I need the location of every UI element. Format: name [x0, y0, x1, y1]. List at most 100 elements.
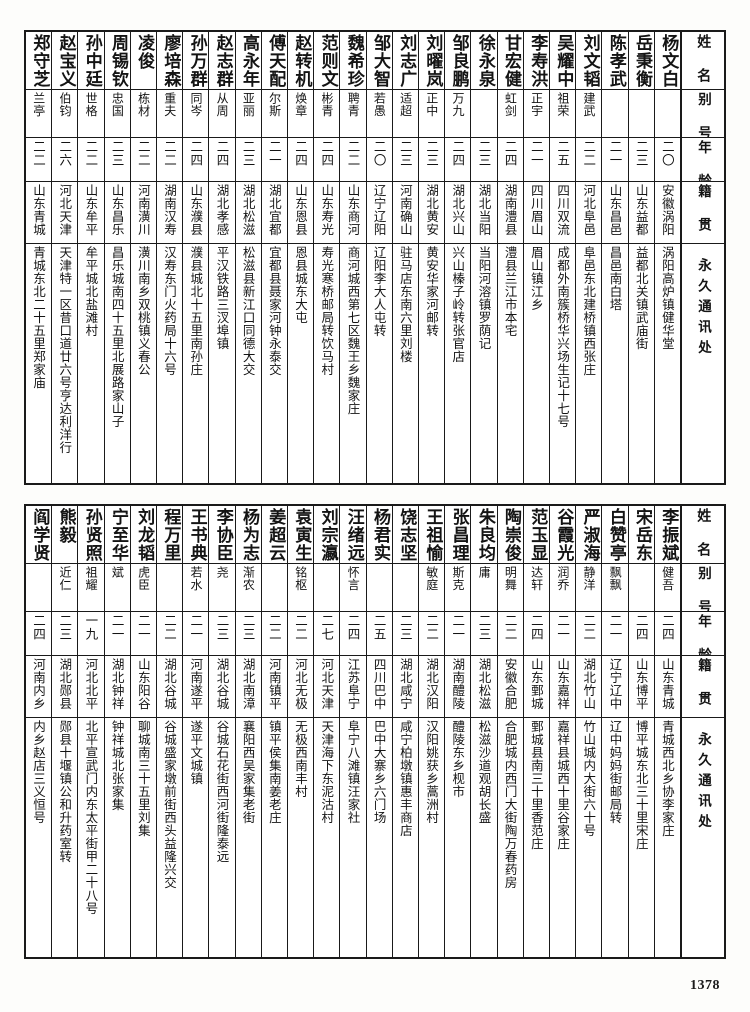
entry-alias: 正宇 [523, 90, 549, 138]
entry-alias-text: 世格 [84, 92, 99, 117]
roster-entry: 张昌理 斯克 二一 湖南醴陵 醴陵东乡枧市 [444, 506, 471, 957]
entry-alias [366, 564, 392, 612]
header-alias: 别 号 [682, 564, 724, 612]
entry-name-text: 孙贤照 [81, 508, 102, 562]
entry-address-text: 辽中妈妈街邮局转 [607, 720, 623, 824]
entry-address: 谷城盛家墩前街西头益隆兴交 [157, 718, 182, 957]
entry-alias-text: 祖荣 [555, 92, 570, 117]
roster-entry: 魏希珍 聘青 二二 山东商河 商河城西第七区魏王乡魏家庄 [339, 32, 366, 483]
entry-address: 钟祥城北张家集 [105, 718, 130, 957]
header-origin-text: 籍 贯 [695, 658, 712, 707]
entry-address: 宜都县聂家河钟永泰交 [262, 244, 287, 483]
entry-name-text: 赵志群 [212, 34, 233, 88]
entry-address: 青城东北二十五里郑家庙 [26, 244, 51, 483]
header-address: 永久通讯处 [682, 718, 724, 957]
roster-table-1: 姓 名别 号年 龄籍 贯永久通讯处 杨文白 二〇 安徽涡阳 涡阳高炉镇健华堂 岳秉衡 二三山… [24, 30, 726, 485]
entry-age: 二二 [25, 138, 52, 182]
entry-age-text: 二四 [345, 614, 361, 641]
entry-alias: 万九 [445, 90, 471, 138]
entry-origin: 四川双流 [549, 182, 576, 244]
roster-entry: 刘志广 适超 二三 河南确山 驻马店东南六里刘楼 [391, 32, 418, 483]
entry-address: 阜宁八滩镇汪家社 [340, 718, 365, 957]
entry-alias: 世格 [78, 90, 104, 138]
entry-name-text: 王祖愉 [422, 508, 443, 562]
roster-entry: 刘宗瀛 二七 河北天津 天津海下东泥沽村 [313, 506, 340, 957]
entry-name-text: 刘志广 [396, 34, 417, 88]
entry-age: 二三 [418, 138, 445, 182]
entry-name-text: 白赞亭 [605, 508, 626, 562]
entry-name-text: 周锡钦 [107, 34, 128, 88]
entry-name-text: 袁寅生 [291, 508, 312, 562]
entry-origin: 四川巴中 [366, 656, 392, 718]
column-headers: 姓 名别 号年 龄籍 贯永久通讯处 [680, 32, 724, 483]
roster-entry: 严淑海 静洋 二二 湖北竹山 竹山城内大街六十号 [575, 506, 602, 957]
entry-age: 二三 [52, 612, 78, 656]
roster-entry: 孙万群 同岑 二四 山东濮县 濮县城北十五里南孙庄 [182, 32, 209, 483]
entry-address: 天津特一区昔口道廿六号亨达利洋行 [52, 244, 77, 483]
entry-address: 成都外南簇桥华兴场生记十七号 [550, 244, 575, 483]
entry-age-text: 二一 [555, 614, 571, 641]
header-origin: 籍 贯 [682, 656, 724, 718]
entry-age-text: 二三 [633, 140, 649, 167]
entry-address-text: 涡阳高炉镇健华堂 [659, 246, 675, 350]
entry-alias: 若愚 [366, 90, 392, 138]
roster-entry: 赵转机 焕章 二四 山东恩县 恩县城东大屯 [286, 32, 314, 483]
entry-address-text: 竹山城内大街六十号 [581, 720, 597, 837]
entry-origin-text: 四川眉山 [528, 184, 544, 236]
entry-address-text: 嘉祥县城西十里谷家庄 [555, 720, 571, 850]
entry-origin: 河南潢川 [130, 182, 156, 244]
entry-origin-text: 山东博平 [633, 658, 649, 710]
entry-age: 二四 [183, 138, 209, 182]
entry-address: 澧县兰江市本宅 [498, 244, 523, 483]
entry-origin-text: 河北天津 [319, 658, 335, 710]
entry-origin-text: 湖北南漳 [240, 658, 256, 710]
entry-alias: 忠国 [104, 90, 130, 138]
entry-name-text: 李协臣 [212, 508, 233, 562]
entry-alias: 敏庭 [418, 564, 445, 612]
entry-alias: 铭枢 [287, 564, 314, 612]
entry-name-text: 李振斌 [658, 508, 679, 562]
entry-origin-text: 辽宁辽阳 [371, 184, 387, 236]
entry-name: 吴耀中 [549, 32, 576, 90]
entry-alias-text: 正宇 [529, 92, 544, 117]
entry-age-text: 二四 [188, 140, 204, 167]
entry-age-text: 二二 [135, 140, 151, 167]
roster-entry: 陈孝武 二一 山东昌邑 昌邑南白塔 [601, 32, 628, 483]
roster-entry: 李协臣尧二三 湖北谷城 谷城石花街西河街隆泰远 [208, 506, 235, 957]
entry-name-text: 邹大智 [370, 34, 390, 88]
header-name-text: 姓 名 [695, 34, 712, 84]
entry-name: 范则文 [314, 32, 340, 90]
entry-age: 二三 [235, 138, 261, 182]
roster-entry: 高永年 亚丽 二三 湖北松滋 松滋县新江口同德大交 [234, 32, 261, 483]
entry-address: 汉寿东门火药局十六号 [157, 244, 182, 483]
entry-address-text: 鄄城县南三十里香范庄 [528, 720, 544, 850]
entry-age-text: 二一 [135, 614, 151, 641]
entry-age: 二三 [235, 612, 261, 656]
entry-age-text: 二四 [633, 614, 649, 641]
entry-age: 二一 [602, 612, 628, 656]
roster-entry: 甘宏健 虹剑 二四 湖南澧县 澧县兰江市本宅 [496, 32, 523, 483]
entry-alias: 适超 [392, 90, 418, 138]
entry-age: 二二 [261, 612, 287, 656]
entry-address-text: 平汉铁路三汊埠镇 [214, 246, 230, 350]
header-alias-text: 别 号 [695, 566, 712, 612]
entry-origin-text: 湖南澧县 [502, 184, 518, 236]
entry-address-text: 聊城南三十五里刘集 [135, 720, 151, 837]
entry-name-text: 刘宗瀛 [317, 508, 338, 562]
entry-origin: 湖北南漳 [235, 656, 261, 718]
entry-address-text: 松滋沙道观胡长盛 [476, 720, 492, 824]
entry-name: 宁至华 [104, 506, 130, 564]
entry-address-text: 黄安华家河邮转 [424, 246, 440, 337]
entry-age-text: 二三 [476, 140, 492, 167]
roster-entry: 王祖愉 敏庭 二二 湖北汉阳 汉阳姚获乡蒿洲村 [417, 506, 445, 957]
entry-alias: 健吾 [654, 564, 680, 612]
entry-origin: 湖北郧县 [52, 656, 78, 718]
column-headers: 姓 名别 号年 龄籍 贯永久通讯处 [680, 506, 724, 957]
entry-age: 一九 [78, 612, 104, 656]
entry-origin-text: 湖北郧县 [57, 658, 73, 710]
entry-age: 二三 [392, 138, 418, 182]
entry-alias-text: 栋材 [136, 92, 151, 117]
entry-origin: 河北天津 [52, 182, 78, 244]
entry-name: 孙万群 [183, 32, 209, 90]
header-alias: 别 号 [682, 90, 724, 138]
